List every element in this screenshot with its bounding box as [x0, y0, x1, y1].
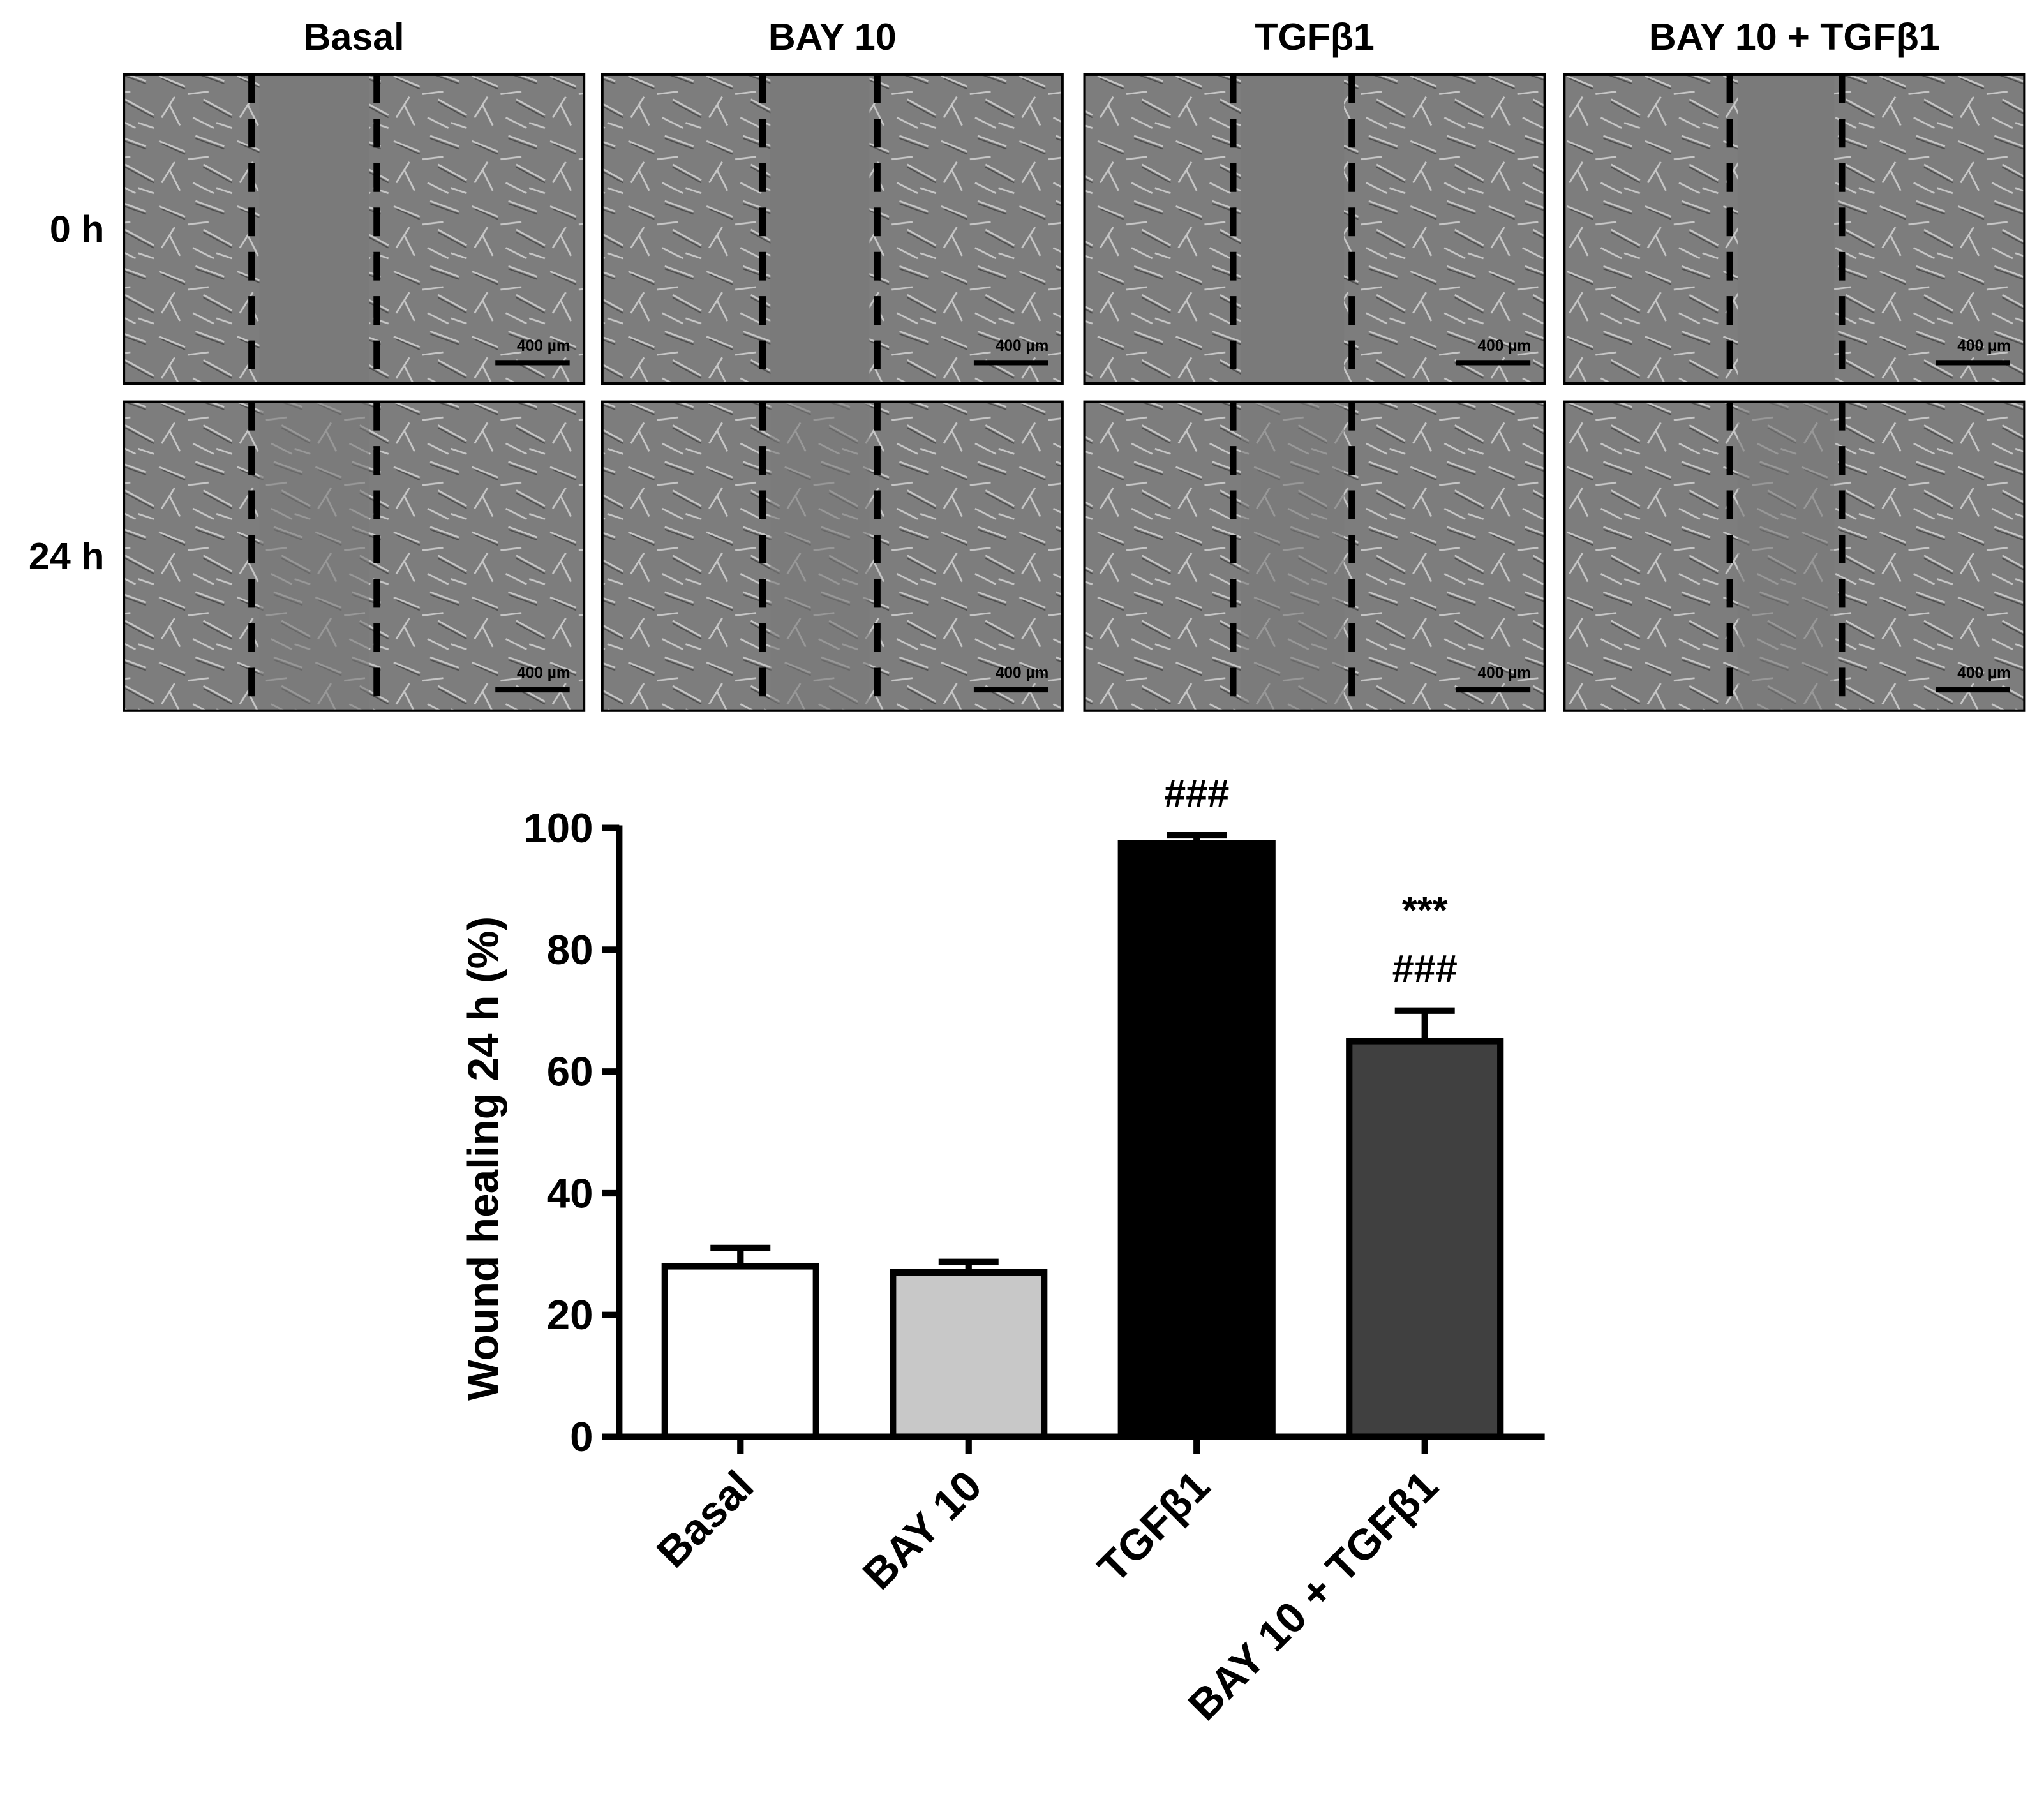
bar [1117, 840, 1276, 1440]
micrograph-border [1083, 73, 1546, 385]
micrograph-border [1563, 73, 2026, 385]
wound-gap [259, 74, 369, 384]
x-tick-label: BAY 10 + TGFβ1 [1179, 1462, 1447, 1730]
significance-label: ### [1392, 947, 1458, 990]
y-tick-label: 0 [570, 1413, 593, 1460]
column-header: Basal [304, 15, 405, 58]
y-axis-label: Wound healing 24 h (%) [459, 916, 507, 1401]
significance-label: ### [1164, 771, 1229, 815]
wound-gap [1241, 74, 1345, 384]
significance-label: *** [1402, 888, 1448, 932]
wound-gap [1737, 74, 1835, 384]
bar [890, 1269, 1048, 1440]
column-header: BAY 10 + TGFβ1 [1649, 15, 1940, 58]
x-tick-label: Basal [648, 1462, 763, 1577]
scale-bar-label: 400 µm [996, 665, 1049, 682]
scale-bar-label: 400 µm [517, 665, 571, 682]
wound-gap [259, 401, 369, 711]
y-tick-label: 40 [547, 1170, 593, 1216]
row-label: 0 h [50, 207, 105, 250]
scale-bar-label: 400 µm [1957, 665, 2011, 682]
scale-bar-label: 400 µm [517, 338, 571, 355]
scale-bar-label: 400 µm [1957, 338, 2011, 355]
x-tick-label: TGFβ1 [1089, 1462, 1219, 1592]
micrograph-border [123, 400, 586, 712]
micrograph-border [123, 73, 586, 385]
bar [1346, 1038, 1504, 1440]
y-tick-label: 80 [547, 927, 593, 973]
scale-bar-label: 400 µm [996, 338, 1049, 355]
wound-gap [770, 401, 870, 711]
scale-bar-label: 400 µm [1478, 665, 1532, 682]
bar-chart: 0 20 40 60 80 100 Wound healing 24 h (%) Basal B… [459, 771, 1545, 1730]
column-header: TGFβ1 [1255, 15, 1375, 58]
wound-gap [770, 74, 870, 384]
scale-bar-label: 400 µm [1478, 338, 1532, 355]
row-label: 24 h [29, 535, 105, 577]
y-tick-label: 60 [547, 1048, 593, 1095]
wound-gap [1737, 401, 1835, 711]
column-header: BAY 10 [768, 15, 897, 58]
wound-gap [1241, 401, 1345, 711]
bar [661, 1263, 819, 1440]
y-tick-label: 100 [523, 805, 593, 851]
micrograph-border [601, 400, 1064, 712]
y-tick-label: 20 [547, 1292, 593, 1338]
micrograph-grid: Basal 400 µm 400 µm BAY 10 400 µm 400 µm TGFβ1… [29, 15, 2026, 712]
micrograph-border [601, 73, 1064, 385]
x-tick-label: BAY 10 [854, 1462, 991, 1599]
micrograph-border [1083, 400, 1546, 712]
micrograph-border [1563, 400, 2026, 712]
